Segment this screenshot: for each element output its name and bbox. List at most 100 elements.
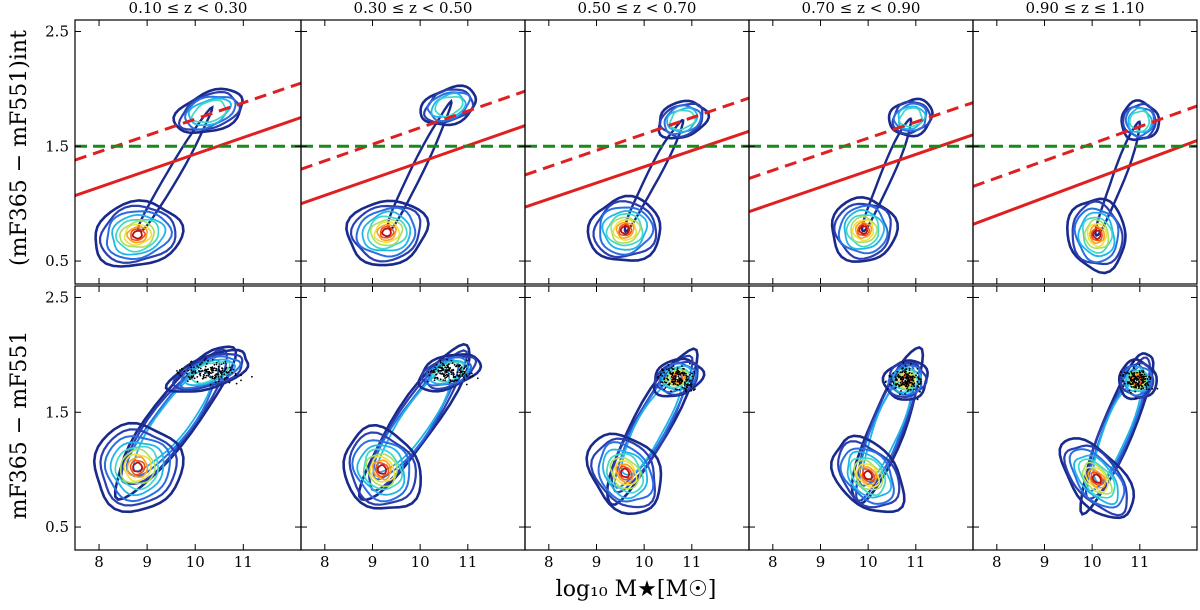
scatter-point (218, 370, 221, 373)
scatter-point (685, 374, 688, 377)
scatter-point (199, 374, 202, 377)
scatter-point (1130, 391, 1132, 394)
scatter-point (677, 375, 680, 378)
scatter-point (1143, 375, 1146, 378)
scatter-point (214, 374, 216, 377)
scatter-point (1138, 381, 1140, 384)
scatter-point (910, 379, 913, 381)
contour-blue-population (1092, 229, 1102, 240)
scatter-point (453, 380, 456, 383)
x-tick-label: 11 (234, 553, 253, 571)
scatter-point (186, 372, 188, 375)
scatter-point (895, 384, 898, 386)
scatter-point (890, 375, 892, 378)
contour-blue-population (612, 459, 638, 486)
red-dashed-line (525, 96, 749, 177)
scatter-point (663, 381, 666, 383)
x-tick-label: 8 (992, 553, 1002, 571)
scatter-point (211, 371, 214, 374)
column-title-1: 0.10 ≤ z < 0.30 (129, 0, 248, 17)
contour-blue-population (590, 437, 657, 509)
x-tick-label: 8 (320, 553, 330, 571)
axis-labels: (mF365 − mF551)int mF365 − mF551 log₁₀ M… (7, 30, 716, 602)
scatter-point (911, 372, 913, 375)
scatter-point (204, 372, 206, 375)
scatter-point (904, 373, 907, 375)
scatter-point (466, 359, 468, 362)
scatter-point (661, 375, 664, 377)
scatter-point (1138, 371, 1141, 374)
scatter-point (1135, 384, 1138, 386)
contour-blue-population (602, 448, 648, 500)
x-tick-label: 8 (768, 553, 778, 571)
scatter-point (1133, 367, 1135, 370)
scatter-point (910, 381, 912, 384)
panel-frame (972, 285, 1198, 551)
scatter-point (685, 376, 688, 379)
scatter-point (426, 380, 429, 383)
scatter-point (899, 393, 901, 396)
contour-blue-population (1082, 216, 1114, 254)
panel-frame (748, 285, 974, 551)
scatter-point (443, 364, 446, 367)
contour-blue-population (610, 216, 642, 244)
contour-blue-population (114, 445, 159, 491)
contour-blue-population (369, 218, 404, 247)
scatter-point (433, 371, 436, 373)
scatter-point (463, 378, 466, 381)
contour-blue-population (1073, 454, 1119, 506)
scatter-point (1139, 374, 1142, 377)
scatter-point (890, 384, 893, 387)
contour-blue-population (851, 219, 875, 242)
scatter-point (209, 383, 212, 386)
scatter-point (190, 361, 192, 363)
scatter-point (661, 381, 664, 384)
scatter-point (909, 375, 911, 378)
contour-blue-population (858, 225, 869, 235)
scatter-point (471, 374, 474, 377)
scatter-point (1129, 383, 1132, 386)
scatter-point (667, 383, 670, 386)
scatter-point (463, 376, 465, 379)
scatter-point (224, 360, 227, 363)
scatter-point (1134, 376, 1137, 379)
scatter-point (901, 380, 904, 383)
scatter-point (210, 368, 213, 371)
contour-blue-population (129, 459, 146, 476)
scatter-point (1129, 379, 1132, 382)
contour-blue-population (1091, 473, 1102, 484)
contour-blue-population (92, 421, 185, 514)
scatter-point (898, 376, 900, 379)
contour-blue-population (99, 204, 177, 264)
scatter-point (231, 371, 233, 374)
scatter-point (447, 366, 450, 369)
scatter-point (251, 375, 253, 378)
scatter-point (907, 374, 910, 377)
contour-blue-population (605, 213, 644, 247)
scatter-point (221, 367, 223, 369)
panel-r2-c3: 8 9 10 11 (524, 285, 750, 571)
scatter-point (217, 365, 220, 368)
scatter-point (665, 381, 667, 384)
scatter-point (1140, 370, 1143, 372)
scatter-point (1122, 373, 1125, 376)
scatter-point (460, 370, 463, 373)
contour-bridge (367, 349, 468, 492)
scatter-point (434, 366, 436, 369)
contour-blue-population (861, 468, 876, 483)
scatter-point (676, 380, 679, 383)
scatter-point (220, 373, 223, 376)
scatter-point (459, 368, 462, 370)
scatter-point (189, 378, 191, 381)
scatter-point (1123, 371, 1126, 374)
scatter-point (217, 368, 220, 370)
panel-r1-c3 (524, 19, 750, 285)
x-tick-label: 8 (94, 553, 104, 571)
contour-blue-population (609, 456, 641, 490)
scatter-point (456, 371, 459, 374)
contour-red-population (1117, 358, 1159, 401)
contour-blue-population (1063, 444, 1128, 517)
contour-blue-population (855, 463, 881, 489)
contour-blue-population (837, 204, 889, 255)
scatter-point (888, 374, 891, 377)
